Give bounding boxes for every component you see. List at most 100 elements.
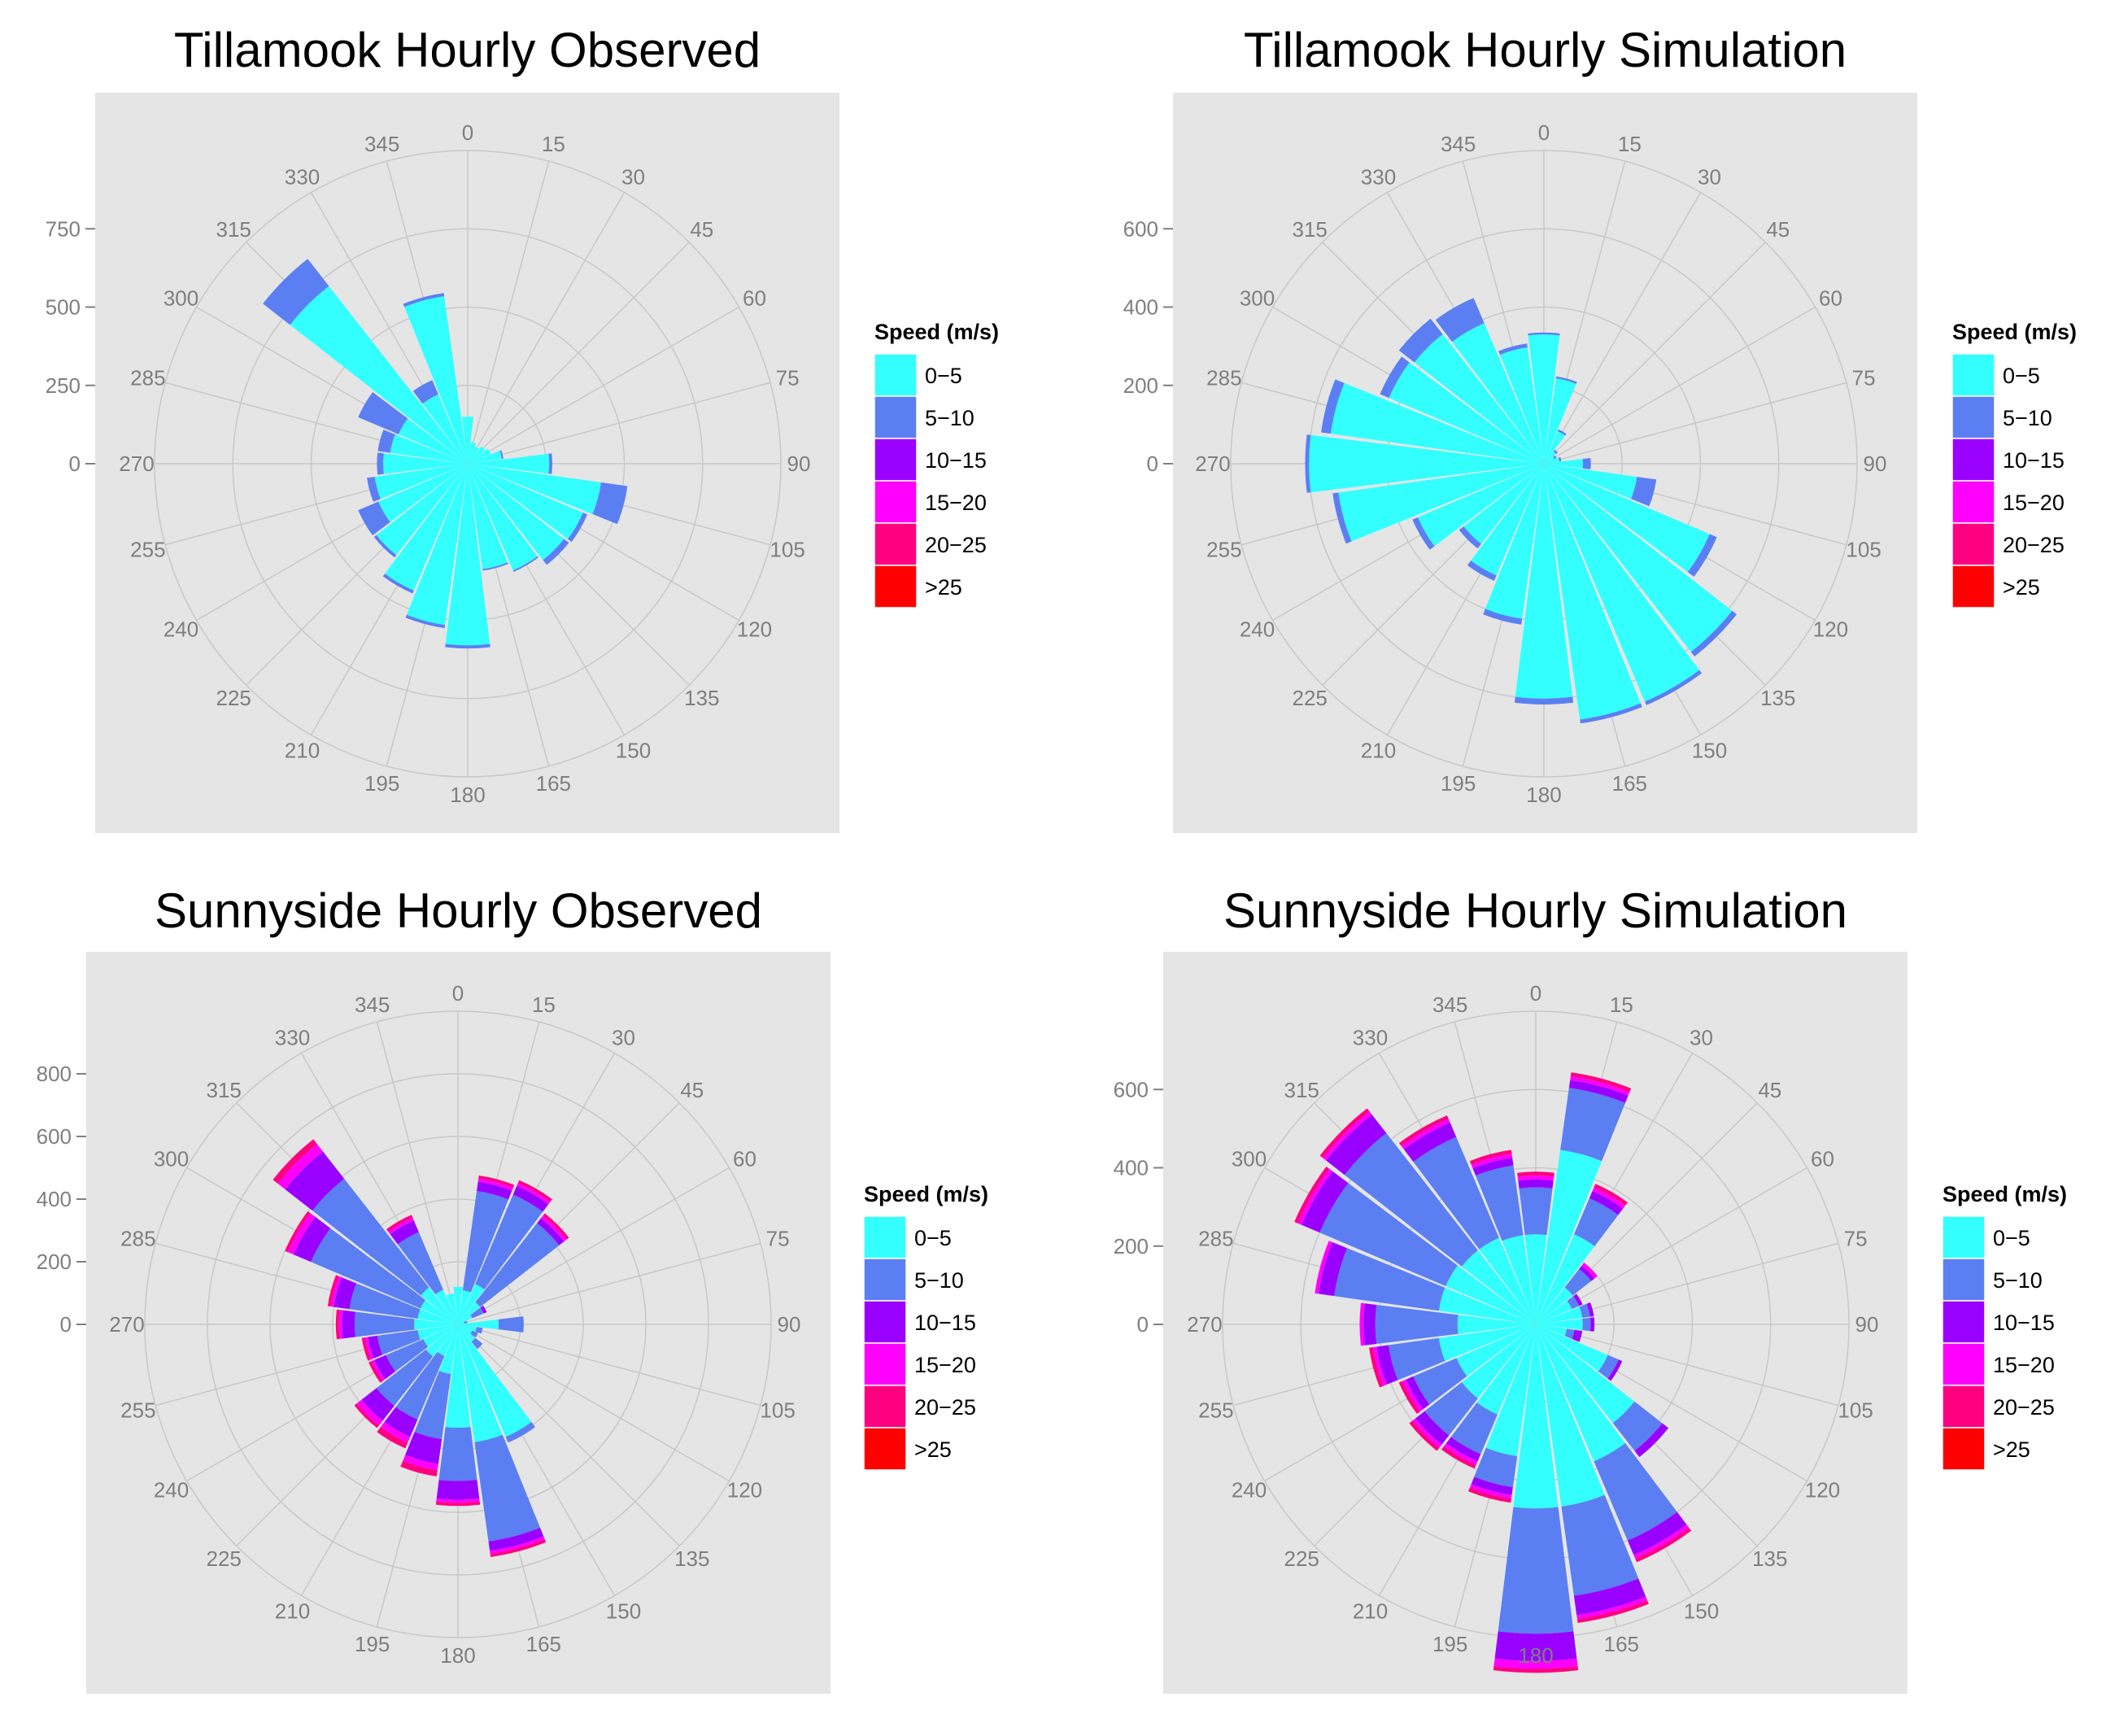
- windrose-bar-90-2: [1589, 1317, 1595, 1332]
- windrose-bar-210-2: [1445, 1437, 1481, 1462]
- windrose-bar-45-2: [1579, 1265, 1595, 1281]
- windrose-bar-15-3: [477, 1178, 513, 1191]
- windrose-bar-135-1: [1690, 610, 1738, 657]
- windrose-bar-345-2: [1472, 1158, 1514, 1176]
- angle-label: 270: [119, 451, 154, 476]
- windrose-bar-270-2: [1363, 1303, 1377, 1346]
- windrose-bar-15-1: [1560, 1088, 1625, 1162]
- windrose-bar-30-0: [1544, 431, 1566, 464]
- windrose-bar-30-2: [1589, 1191, 1624, 1215]
- windrose-bar-180-4: [435, 1501, 481, 1507]
- windrose-bar-180-2: [436, 1480, 480, 1500]
- windrose-bar-90-1: [1582, 457, 1591, 470]
- legend-label: >25: [1993, 1437, 2030, 1462]
- windrose-bar-240-3: [371, 1359, 386, 1381]
- angle-label: 330: [275, 1026, 310, 1050]
- windrose-bar-0-0: [453, 1286, 463, 1324]
- windrose-bar-195-1: [405, 614, 446, 629]
- windrose-bar-15-0: [468, 442, 477, 464]
- windrose-bar-315-4: [1319, 1108, 1370, 1158]
- angle-label: 255: [1206, 537, 1241, 561]
- windrose-bar-330-3: [1401, 1119, 1450, 1149]
- angle-label: 75: [1844, 1227, 1868, 1251]
- windrose-bar-150-1: [1645, 670, 1703, 705]
- windrose-bar-165-4: [490, 1539, 547, 1557]
- y-tick-label: 200: [37, 1250, 72, 1274]
- legend-label: 10−15: [914, 1311, 976, 1335]
- windrose-bar-180-3: [436, 1498, 480, 1503]
- windrose-bar-135-1: [543, 539, 569, 565]
- angle-label: 225: [1284, 1546, 1319, 1571]
- legend-label: 20−25: [914, 1395, 976, 1420]
- windrose-bar-300-1: [358, 391, 408, 434]
- windrose-bar-315-4: [273, 1139, 317, 1184]
- angle-label: 75: [776, 366, 800, 390]
- angle-label: 60: [743, 286, 766, 311]
- windrose-bar-240-1: [386, 1339, 429, 1372]
- grid-spoke: [467, 192, 626, 465]
- windrose-bar-240-2: [1406, 1376, 1430, 1410]
- grid-spoke: [457, 1167, 730, 1325]
- windrose-bar-330-1: [1413, 1136, 1499, 1250]
- windrose-bar-15-0: [1536, 1149, 1602, 1324]
- angle-label: 30: [1690, 1026, 1713, 1050]
- windrose-bar-270-0: [414, 1319, 458, 1330]
- windrose-bar-240-2: [374, 1354, 396, 1380]
- windrose-bar-75-1: [499, 450, 504, 460]
- windrose-bar-210-1: [1467, 560, 1497, 581]
- windrose-bar-135-0: [1536, 1324, 1635, 1424]
- windrose-bar-30-0: [468, 446, 479, 464]
- windrose-bar-105-1: [592, 482, 628, 525]
- windrose-bar-330-1: [1435, 298, 1485, 342]
- windrose-bar-315-1: [1344, 1132, 1478, 1267]
- angle-label: 45: [680, 1078, 704, 1102]
- angle-label: 210: [285, 738, 320, 762]
- grid-spoke: [457, 1242, 761, 1325]
- windrose-bar-240-0: [423, 1324, 458, 1347]
- angle-label: 315: [1293, 217, 1328, 242]
- windrose-bar-240-4: [1398, 1381, 1420, 1415]
- windrose-bar-90-1: [1582, 1317, 1591, 1332]
- legend-swatch: [1942, 1258, 1986, 1302]
- angle-label: 180: [1526, 783, 1561, 807]
- windrose-bar-30-4: [1594, 1184, 1628, 1206]
- angle-label: 225: [216, 686, 251, 710]
- windrose-bar-270-3: [338, 1310, 343, 1339]
- windrose-bar-30-4: [517, 1180, 552, 1202]
- legend-swatch: [863, 1300, 907, 1344]
- grid-spoke: [467, 160, 550, 465]
- angle-label: 90: [1855, 1312, 1879, 1337]
- angle-label: 15: [542, 132, 565, 156]
- windrose-bar-270-0: [383, 453, 468, 474]
- windrose-bar-30-3: [1592, 1187, 1626, 1209]
- windrose-bar-0-0: [1524, 1234, 1547, 1324]
- windrose-bar-0-1: [1519, 1187, 1553, 1236]
- panel-tillamook-simulation: Tillamook Hourly Simulation 0 15 30 45 60 75 90…: [1123, 23, 2077, 833]
- windrose-bar-30-1: [475, 1194, 543, 1289]
- windrose-bar-330-0: [435, 1289, 458, 1324]
- windrose-bar-105-0: [458, 1324, 477, 1332]
- windrose-bar-165-0: [468, 464, 508, 569]
- windrose-bar-60-1: [1553, 455, 1557, 460]
- angle-label: 150: [606, 1599, 641, 1623]
- windrose-bar-255-2: [1376, 1345, 1398, 1385]
- panel-title: Tillamook Hourly Observed: [174, 23, 761, 77]
- windrose-bar-195-0: [1485, 1324, 1536, 1457]
- windrose-bar-255-3: [1372, 1346, 1388, 1386]
- windrose-bar-225-0: [1461, 1324, 1536, 1399]
- windrose-bar-15-2: [1568, 1080, 1629, 1103]
- windrose-bar-195-3: [1469, 1484, 1512, 1499]
- windrose-bar-315-0: [290, 286, 468, 464]
- windrose-bar-330-1: [397, 1232, 443, 1295]
- windrose-bar-105-2: [1572, 1329, 1583, 1342]
- angle-label: 300: [154, 1147, 189, 1171]
- windrose-bar-195-3: [403, 1455, 438, 1471]
- angle-label: 0: [452, 981, 464, 1005]
- windrose-bar-150-0: [468, 464, 538, 571]
- angle-label: 270: [1187, 1312, 1222, 1337]
- angle-label: 210: [1361, 738, 1396, 762]
- windrose-bar-90-0: [458, 1319, 499, 1330]
- windrose-bar-330-4: [386, 1215, 413, 1232]
- angle-label: 225: [207, 1546, 242, 1571]
